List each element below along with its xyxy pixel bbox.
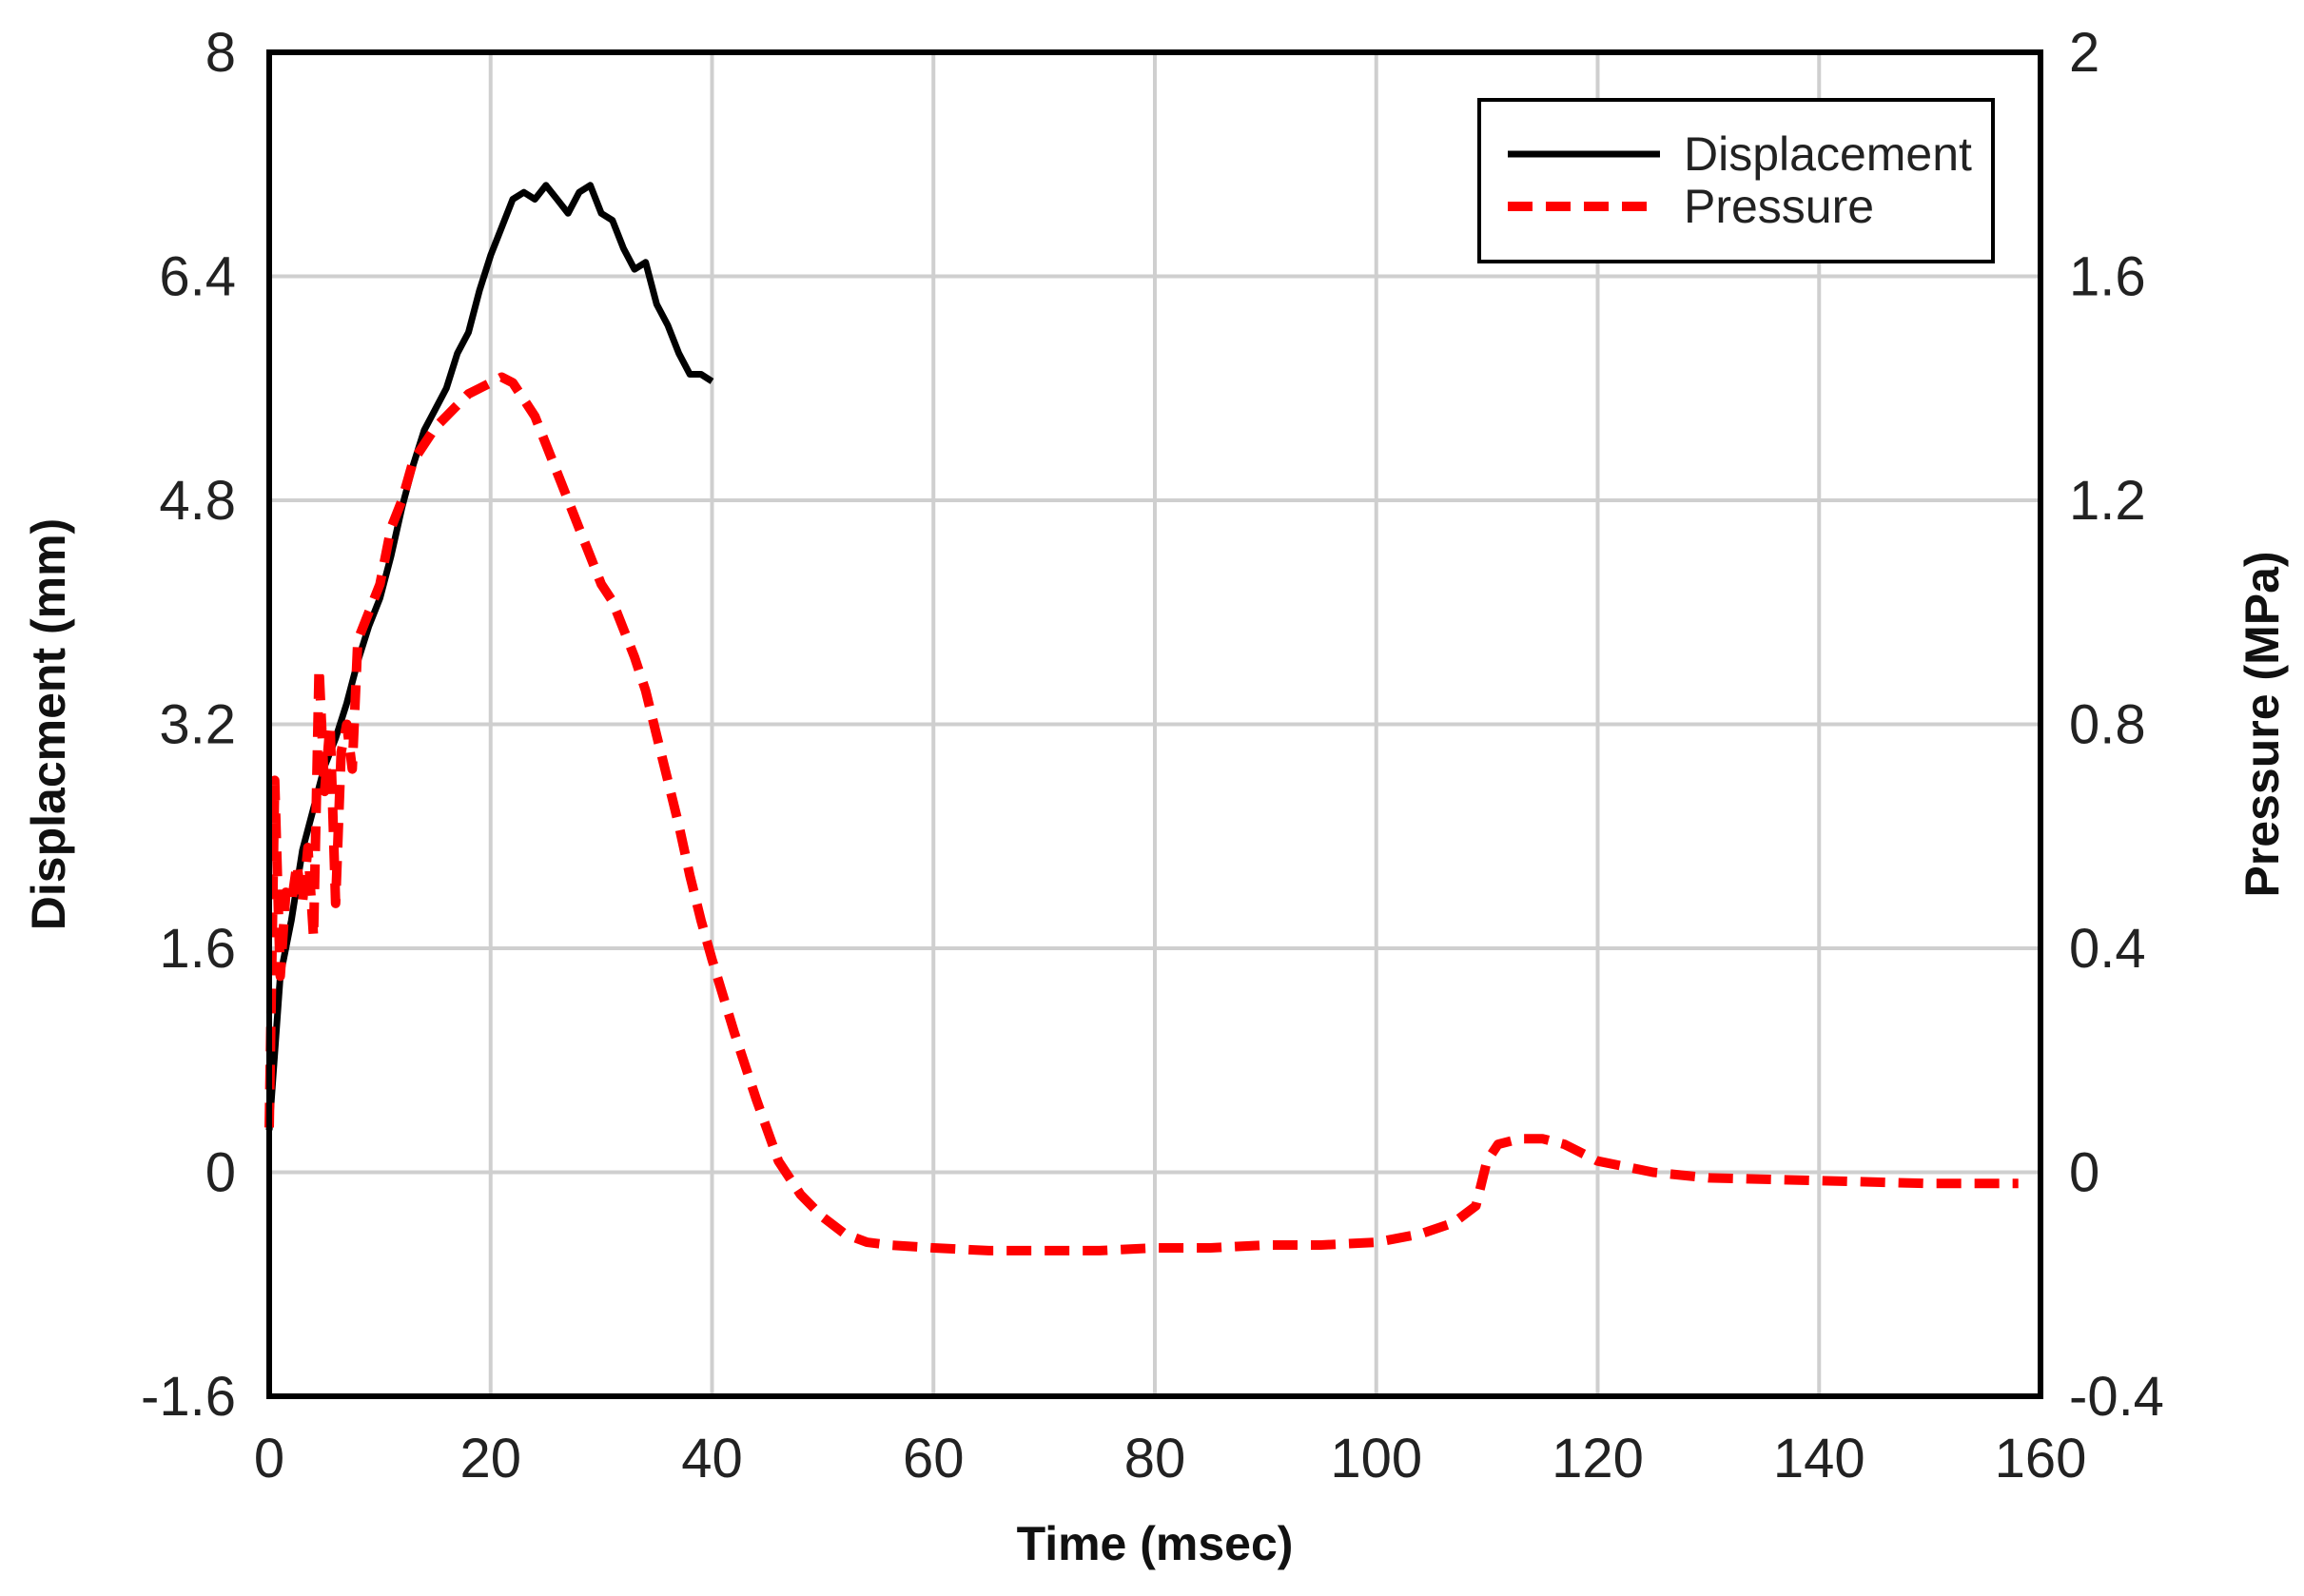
y-left-tick-label: -1.6 — [141, 1366, 236, 1428]
y-left-tick-label: 6.4 — [159, 246, 236, 308]
y-left-tick-label: 1.6 — [159, 918, 236, 980]
series-layer — [264, 182, 2019, 1255]
y-right-axis-title: Pressure (MPa) — [2236, 551, 2289, 897]
y-left-axis-title: Displacment (mm) — [22, 518, 75, 930]
y-left-tick-label: 0 — [205, 1142, 236, 1204]
x-tick-label: 0 — [254, 1428, 284, 1489]
y-right-tick-label: 0 — [2069, 1142, 2099, 1204]
y-left-tick-label: 8 — [205, 22, 236, 84]
x-axis-title: Time (msec) — [1017, 1517, 1294, 1570]
series-line-displacement — [265, 182, 714, 1131]
y-right-tick-label: 1.6 — [2069, 246, 2146, 308]
y-left-tick-label: 3.2 — [159, 694, 236, 756]
y-right-tick-label: 1.2 — [2069, 470, 2146, 532]
y-left-tick-label: 4.8 — [159, 470, 236, 532]
y-right-tick-label: 0.8 — [2069, 694, 2146, 756]
x-tick-label: 40 — [681, 1428, 743, 1489]
legend: Displacement Pressure — [1477, 98, 1995, 263]
x-tick-label: 140 — [1773, 1428, 1865, 1489]
grid-layer — [267, 50, 2042, 1398]
x-tick-label: 80 — [1124, 1428, 1186, 1489]
y-right-tick-label: 2 — [2069, 22, 2099, 84]
legend-label-displacement: Displacement — [1684, 127, 1972, 181]
x-tick-label: 160 — [1995, 1428, 2087, 1489]
legend-label-pressure: Pressure — [1684, 180, 1874, 233]
x-tick-label: 20 — [459, 1428, 521, 1489]
x-tick-label: 60 — [903, 1428, 965, 1489]
plot-frame — [266, 49, 2043, 1399]
series-line-pressure — [264, 372, 2019, 1255]
y-right-tick-label: -0.4 — [2069, 1366, 2164, 1428]
x-tick-label: 100 — [1330, 1428, 1422, 1489]
tick-layer: 0 20 40 60 80 100 120 140 160-1.601.63.24.86.48-… — [141, 22, 2164, 1489]
legend-box — [1477, 98, 1995, 263]
y-right-tick-label: 0.4 — [2069, 918, 2146, 980]
x-tick-label: 120 — [1552, 1428, 1644, 1489]
